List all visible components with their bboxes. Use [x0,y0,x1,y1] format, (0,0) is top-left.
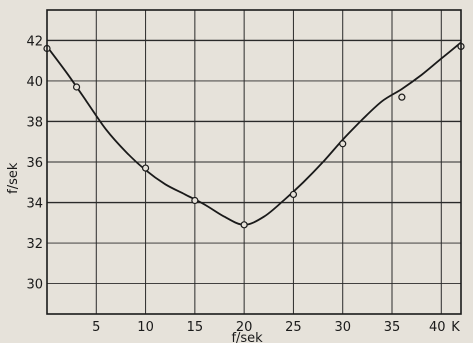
y-tick-label: 42 [26,34,43,49]
x-axis-label: f/sek [231,331,263,343]
x-tick-label: 10 [137,320,154,335]
x-axis-corner-label: K [451,320,460,335]
series-line [46,41,462,226]
y-tick-label: 38 [26,115,43,130]
x-tick-label: 20 [236,320,253,335]
data-point [289,190,298,199]
x-tick-label: 40 [429,320,446,335]
tick-labels: 5 10 15 20 25 30 35 40 30 32 34 36 38 40 42 [26,34,445,335]
y-tick-label: 36 [26,156,43,171]
y-tick-label: 40 [26,75,43,90]
data-point [398,93,406,101]
y-tick-label: 30 [26,278,43,293]
x-tick-label: 35 [384,320,401,335]
x-tick-label: 25 [285,320,302,335]
data-point [191,196,199,205]
x-tick-label: 30 [334,320,351,335]
data-point [339,140,347,148]
x-tick-label: 15 [187,320,204,335]
data-point [240,221,248,229]
y-tick-label: 32 [26,237,43,252]
x-tick-label: 5 [92,320,100,335]
y-tick-label: 34 [26,197,43,212]
y-axis-label: f/sek [6,162,21,194]
data-points [43,42,465,229]
data-point [72,83,81,91]
grid-lines [47,10,461,314]
data-point [141,164,150,172]
plot-frame [46,9,462,315]
